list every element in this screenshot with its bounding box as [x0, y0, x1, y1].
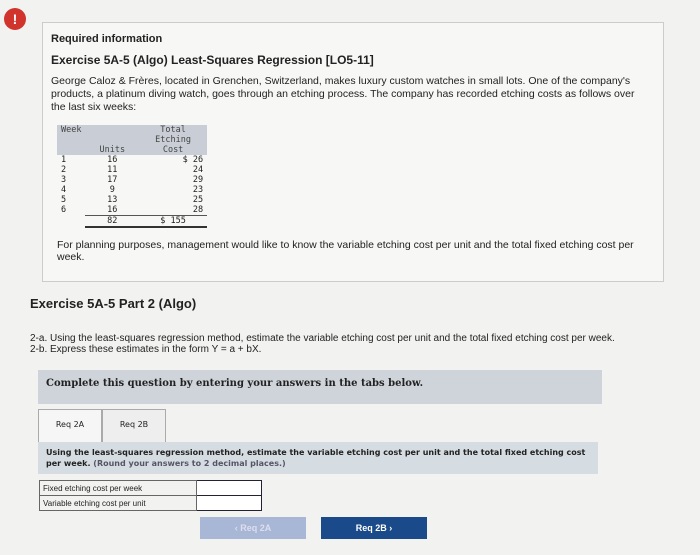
instructions-bar: Complete this question by entering your … — [38, 370, 602, 404]
cell: 2 — [61, 165, 67, 175]
cell: 29 — [192, 175, 204, 185]
exercise-title: Exercise 5A-5 (Algo) Least-Squares Regre… — [51, 53, 374, 67]
alert-icon: ! — [4, 8, 26, 30]
cell: 11 — [107, 165, 118, 175]
cell: 5 — [61, 195, 67, 205]
next-button[interactable]: Req 2B › — [321, 517, 427, 539]
tab-req-2a[interactable]: Req 2A — [38, 409, 102, 443]
cell: $ 26 — [182, 155, 204, 165]
tab-instruction: Using the least-squares regression metho… — [38, 442, 598, 474]
variable-cost-input[interactable] — [196, 495, 262, 511]
cell: 13 — [107, 195, 118, 205]
table-row: 6 16 28 — [57, 205, 207, 216]
fixed-cost-input[interactable] — [196, 480, 262, 496]
instruction-note: (Round your answers to 2 decimal places.… — [93, 459, 286, 468]
prev-button[interactable]: ‹ Req 2A — [200, 517, 306, 539]
etching-data-table: Week Units Total Etching Cost 1 16 $ 26 2 11 24… — [57, 125, 208, 228]
cell: 23 — [192, 185, 204, 195]
cell: 28 — [192, 205, 204, 215]
variable-cost-label: Variable etching cost per unit — [39, 495, 197, 511]
table-row: 4 9 23 — [57, 185, 207, 195]
cell: 6 — [61, 205, 67, 216]
cell: 1 — [61, 155, 67, 165]
required-information-panel: Required information Exercise 5A-5 (Algo… — [42, 22, 664, 282]
header-week: Week — [57, 125, 86, 155]
question-2b: 2-b. Express these estimates in the form… — [30, 344, 262, 355]
tab-req-2b[interactable]: Req 2B — [102, 409, 166, 444]
description: George Caloz & Frères, located in Grench… — [51, 75, 635, 113]
heading: Required information — [51, 33, 163, 45]
part-title: Exercise 5A-5 Part 2 (Algo) — [30, 296, 197, 311]
table-row: 5 13 25 — [57, 195, 207, 205]
answer-table: Fixed etching cost per week Variable etc… — [39, 480, 262, 511]
cell: $ 155 — [139, 215, 208, 228]
planning-text: For planning purposes, management would … — [57, 239, 634, 263]
table-row: 2 11 24 — [57, 165, 207, 175]
question-2a: 2-a. Using the least-squares regression … — [30, 333, 615, 344]
cell: 25 — [192, 195, 204, 205]
cell: 9 — [109, 185, 115, 195]
fixed-cost-label: Fixed etching cost per week — [39, 480, 197, 496]
header-cost: Total Etching Cost — [139, 125, 208, 155]
instruction-text: Using the least-squares regression metho… — [46, 448, 586, 468]
cell: 17 — [107, 175, 118, 185]
cell: 16 — [107, 205, 118, 215]
cell: 3 — [61, 175, 67, 185]
table-row: 3 17 29 — [57, 175, 207, 185]
table-row: 1 16 $ 26 — [57, 155, 207, 165]
totals-row: 82 $ 155 — [57, 215, 208, 228]
cell — [57, 216, 85, 228]
cell: 24 — [192, 165, 204, 175]
question: 2-a. Using the least-squares regression … — [30, 333, 615, 355]
cell: 82 — [85, 215, 140, 228]
cell: 16 — [107, 155, 118, 165]
header-units: Units — [85, 125, 140, 155]
cell: 4 — [61, 185, 67, 195]
